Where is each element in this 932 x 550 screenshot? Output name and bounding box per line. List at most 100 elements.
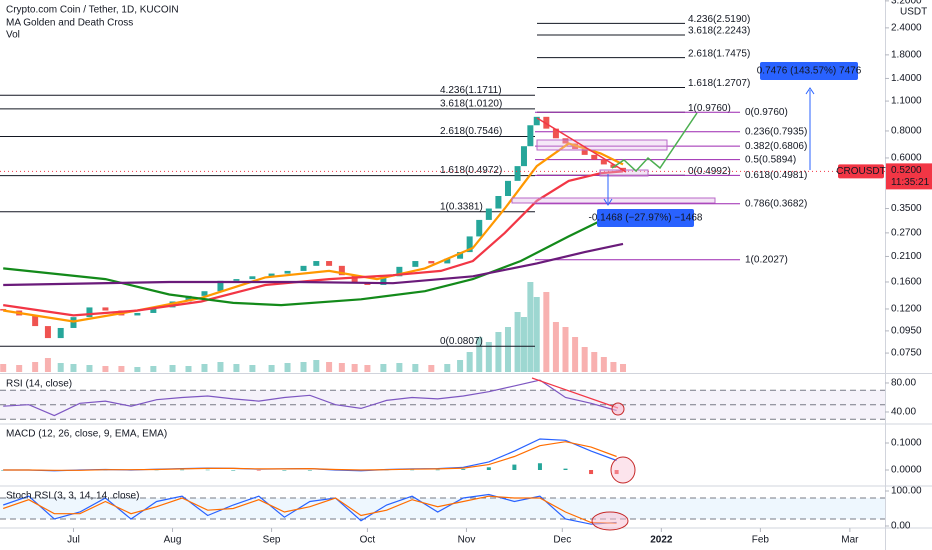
candle <box>520 146 527 167</box>
trend-line <box>531 377 619 409</box>
fib-label: 0.236(0.7935) <box>745 126 807 137</box>
volume-bar <box>514 312 521 372</box>
histogram-bar <box>563 468 568 470</box>
volume-bar <box>527 282 534 372</box>
candle <box>527 125 534 147</box>
candle <box>217 280 224 292</box>
fib-label: 3.618(2.2243) <box>688 26 750 37</box>
x-tick-label: Sep <box>263 535 281 546</box>
fib-label: 1(0.2027) <box>745 254 788 265</box>
candle <box>552 128 559 139</box>
volume-bar <box>591 352 598 372</box>
candle <box>313 261 320 266</box>
last-price-label: 0.5200 <box>891 165 922 176</box>
histogram-bar <box>205 469 210 471</box>
volume-bar <box>562 327 569 372</box>
volume-bar <box>620 364 627 372</box>
candle <box>504 180 511 196</box>
indicator-line <box>3 170 624 317</box>
candle <box>57 327 64 339</box>
histogram-bar <box>435 469 440 471</box>
fib-label: 1(0.3381) <box>440 201 483 212</box>
candle <box>249 276 256 280</box>
fib-label: 1.618(1.2707) <box>688 78 750 89</box>
y-tick-label: 0.1200 <box>891 304 922 315</box>
x-tick-label: 2022 <box>650 535 673 546</box>
candle <box>44 326 51 339</box>
fib-label: 0(0.9760) <box>745 107 788 118</box>
volume-bar <box>313 360 320 372</box>
fib-label: 2.618(0.7546) <box>440 126 502 137</box>
volume-bar <box>300 362 307 372</box>
fib-label: 4.236(2.5190) <box>688 14 750 25</box>
x-tick-label: Dec <box>553 535 571 546</box>
volume-bar <box>102 366 109 372</box>
histogram-bar <box>461 469 466 470</box>
volume-bar <box>32 362 39 372</box>
y-tick-label: 0.0000 <box>891 465 922 476</box>
fib-label: 1(0.9760) <box>688 103 731 114</box>
candle <box>284 270 291 274</box>
candle <box>86 307 93 318</box>
volume-bar <box>57 363 64 372</box>
x-tick-label: Oct <box>360 535 376 546</box>
volume-bar <box>495 332 502 372</box>
x-tick-label: Mar <box>841 535 859 546</box>
candle <box>581 149 588 155</box>
fib-label: 0.786(0.3682) <box>745 198 807 209</box>
volume-bar <box>396 363 403 372</box>
volume-bar <box>543 292 550 372</box>
candle <box>338 265 345 276</box>
fib-label: 0(0.4992) <box>688 166 731 177</box>
volume-bar <box>552 322 559 372</box>
x-tick-label: Feb <box>752 535 770 546</box>
candle <box>562 138 569 144</box>
projection-path <box>611 112 698 173</box>
highlight-circle <box>591 511 629 531</box>
y-tick-label: 0.6000 <box>891 153 922 164</box>
histogram-bar <box>180 469 185 471</box>
chart-title: Crypto.com Coin / Tether, 1D, KUCOIN <box>6 5 179 16</box>
indicator-line <box>3 208 624 307</box>
histogram-bar <box>512 464 517 470</box>
fib-label: 4.236(1.1711) <box>440 85 502 96</box>
volume-bar <box>457 360 464 372</box>
volume-bar <box>118 366 125 372</box>
zone-box <box>536 139 668 151</box>
measure-box <box>760 62 858 80</box>
volume-bar <box>444 364 451 372</box>
candle <box>364 283 371 285</box>
candle <box>0 308 7 311</box>
fib-label: 1.618(0.4972) <box>440 165 502 176</box>
symbol-box <box>838 164 884 179</box>
y-tick-label: 0.2700 <box>891 228 922 239</box>
volume-bar <box>351 364 358 372</box>
indicator-name: MA Golden and Death Cross <box>6 18 133 29</box>
candle <box>32 315 39 327</box>
histogram-bar <box>537 463 542 470</box>
volume-bar <box>338 363 345 372</box>
histogram-bar <box>589 469 594 475</box>
candle <box>233 279 240 281</box>
volume-bar <box>504 327 511 372</box>
measure-arrow-head <box>603 198 613 206</box>
volume-bar <box>485 342 492 372</box>
volume-bar <box>201 364 208 372</box>
histogram-bar <box>614 469 619 475</box>
fib-label: 0.5(0.5894) <box>745 154 796 165</box>
candle <box>600 159 607 165</box>
x-tick-label: Aug <box>164 535 182 546</box>
volume-bar <box>428 365 435 372</box>
highlight-circle <box>611 402 625 416</box>
candle <box>466 236 473 253</box>
y-tick-label: 0.0950 <box>891 326 922 337</box>
candle <box>428 261 435 264</box>
fib-label: 3.618(1.0120) <box>440 99 502 110</box>
volume-bar <box>581 347 588 372</box>
y-tick-label: 1.4000 <box>891 73 922 84</box>
volume-bar <box>600 357 607 372</box>
histogram-bar <box>410 469 415 471</box>
x-tick-label: Jul <box>67 535 80 546</box>
